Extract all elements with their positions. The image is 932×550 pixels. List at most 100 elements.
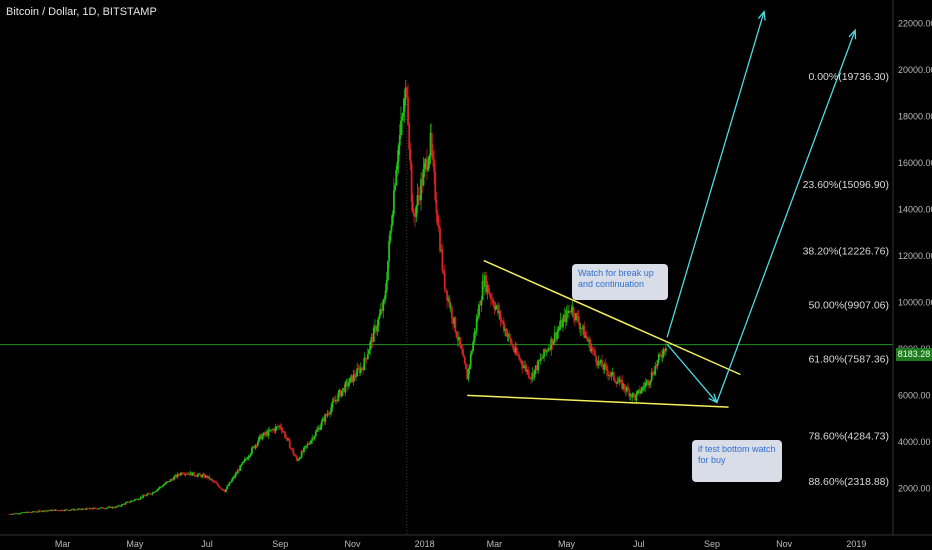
candle-body bbox=[281, 430, 284, 432]
candle-body bbox=[591, 348, 594, 350]
candle-body bbox=[198, 473, 201, 475]
fib-level-label: 61.80%(7587.36) bbox=[808, 354, 889, 366]
candle-body bbox=[497, 305, 499, 314]
candle-body bbox=[506, 335, 509, 337]
candle-body bbox=[59, 510, 62, 512]
candle-body bbox=[78, 508, 81, 510]
candle-body bbox=[484, 275, 486, 287]
candle-body bbox=[38, 510, 40, 512]
candle-body bbox=[358, 368, 361, 374]
candle-body bbox=[536, 365, 538, 371]
candle-body bbox=[660, 354, 663, 357]
candle-body bbox=[51, 510, 53, 511]
candle-body bbox=[113, 507, 116, 509]
candle-body bbox=[122, 504, 124, 505]
candle-body bbox=[575, 313, 577, 321]
candle-body bbox=[422, 168, 425, 186]
candle-body bbox=[49, 509, 52, 511]
candle-body bbox=[110, 506, 113, 509]
candle-body bbox=[363, 357, 366, 371]
candle-body bbox=[100, 507, 103, 509]
candle-body bbox=[99, 507, 102, 509]
candle-body bbox=[35, 511, 38, 513]
candle-body bbox=[73, 509, 76, 511]
candle-body bbox=[54, 509, 57, 511]
candle-body bbox=[454, 317, 457, 332]
candle-body bbox=[261, 435, 264, 440]
candle-body bbox=[75, 509, 78, 511]
candle-body bbox=[455, 331, 458, 338]
candle-body bbox=[62, 510, 65, 512]
candle-body bbox=[526, 370, 529, 372]
candle-body bbox=[417, 194, 420, 196]
candle-body bbox=[144, 495, 147, 497]
candle-body bbox=[431, 150, 434, 160]
candle-body bbox=[243, 458, 246, 461]
candle-body bbox=[585, 335, 588, 339]
candle-body bbox=[611, 372, 614, 373]
candle-body bbox=[295, 456, 298, 461]
candle-body bbox=[201, 475, 204, 478]
candle-body bbox=[314, 431, 317, 436]
candle-body bbox=[467, 369, 470, 380]
trendline-resistance bbox=[483, 259, 741, 376]
candle-body bbox=[215, 482, 218, 484]
candle-body bbox=[105, 507, 108, 509]
y-tick-label: 22000.00 bbox=[898, 18, 932, 28]
x-tick-label: Jul bbox=[201, 539, 213, 549]
candle-body bbox=[518, 355, 521, 360]
candle-body bbox=[369, 342, 372, 351]
candle-body bbox=[32, 511, 35, 513]
candle-body bbox=[132, 500, 135, 502]
candle-body bbox=[284, 432, 286, 438]
candle-body bbox=[214, 481, 217, 483]
fib-level-label: 23.60%(15096.90) bbox=[803, 179, 889, 191]
candle-body bbox=[212, 479, 214, 482]
candle-body bbox=[382, 300, 385, 311]
candle-body bbox=[164, 482, 167, 485]
projection-line bbox=[716, 30, 856, 403]
candle-body bbox=[592, 349, 595, 351]
candle-body bbox=[57, 510, 59, 511]
candle-body bbox=[624, 389, 627, 392]
y-tick-label: 6000.00 bbox=[898, 390, 931, 400]
candle-body bbox=[543, 348, 545, 357]
candle-body bbox=[533, 369, 536, 378]
candle-body bbox=[26, 511, 29, 514]
candle-body bbox=[312, 437, 315, 440]
candle-body bbox=[465, 363, 467, 370]
candle-body bbox=[305, 445, 308, 447]
candle-body bbox=[459, 337, 462, 346]
candle-body bbox=[492, 299, 495, 306]
candle-body bbox=[149, 493, 152, 495]
fib-level-label: 50.00%(9907.06) bbox=[808, 300, 889, 312]
candle-body bbox=[183, 473, 186, 475]
candle-body bbox=[27, 511, 30, 513]
candle-body bbox=[537, 360, 540, 371]
candle-body bbox=[349, 377, 352, 384]
candle-body bbox=[603, 364, 606, 370]
y-tick-label: 10000.00 bbox=[898, 297, 932, 307]
candle-body bbox=[504, 328, 506, 331]
candle-body bbox=[223, 490, 226, 492]
candle-body bbox=[364, 357, 367, 359]
candle-body bbox=[374, 325, 376, 328]
candle-body bbox=[52, 509, 55, 511]
candle-body bbox=[70, 509, 72, 511]
candle-body bbox=[310, 440, 312, 444]
y-tick-label: 16000.00 bbox=[898, 158, 932, 168]
candle-body bbox=[394, 185, 396, 191]
candle-body bbox=[290, 448, 292, 450]
candle-body bbox=[222, 489, 225, 491]
candle-body bbox=[197, 473, 200, 475]
candle-body bbox=[402, 112, 405, 117]
candle-body bbox=[246, 458, 249, 460]
candle-body bbox=[265, 432, 268, 435]
candle-body bbox=[167, 481, 169, 482]
candle-body bbox=[420, 178, 422, 201]
candle-body bbox=[216, 483, 219, 486]
candle-body bbox=[378, 314, 381, 319]
candle-body bbox=[79, 508, 82, 510]
candle-body bbox=[442, 270, 445, 273]
